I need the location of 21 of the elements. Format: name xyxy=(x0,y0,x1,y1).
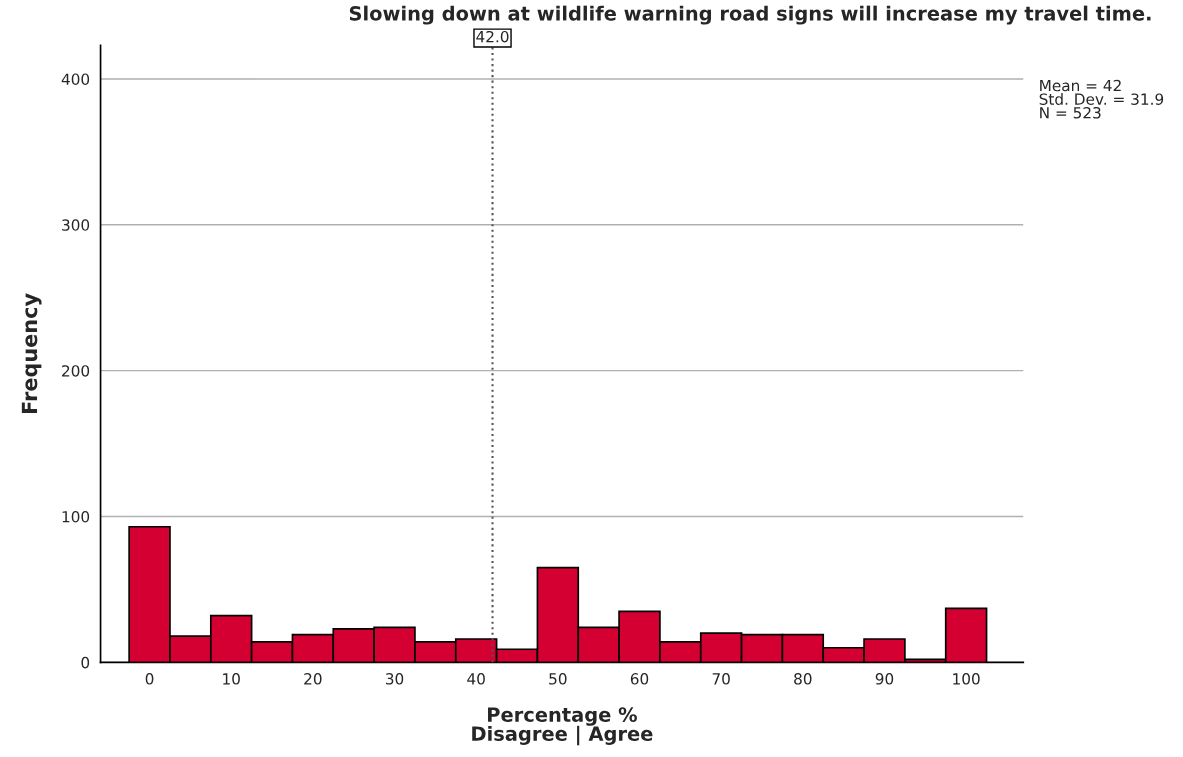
x-tick-label: 0 xyxy=(145,673,154,685)
x-axis-title: Percentage % Disagree | Agree xyxy=(472,707,653,746)
x-tick-label: 40 xyxy=(467,673,485,685)
y-tick-label: 0 xyxy=(81,656,90,669)
y-tick-label: 100 xyxy=(62,510,90,523)
y-tick-label: 200 xyxy=(62,365,90,377)
y-tick-label: 400 xyxy=(61,73,90,85)
x-tick-label: 20 xyxy=(304,673,322,685)
text: Mean = 42 Std. Dev. = 31.9 N = 523 xyxy=(1039,79,1164,119)
chart-title: Slowing down at wildlife warning road signs will increase my travel time. xyxy=(349,5,1151,25)
x-tick-label: 90 xyxy=(875,673,894,685)
y-tick-label: 300 xyxy=(62,219,90,231)
x-tick-label: 100 xyxy=(953,673,980,685)
y-axis-title: Frequency xyxy=(21,293,42,413)
x-tick-label: 80 xyxy=(794,673,812,685)
x-tick-label: 70 xyxy=(712,673,730,685)
x-tick-label: 50 xyxy=(549,673,567,685)
x-tick-label: 60 xyxy=(630,673,649,685)
x-tick-label: 10 xyxy=(223,673,240,685)
ref-line-label: 42.0 xyxy=(476,30,509,43)
x-tick-label: 30 xyxy=(385,673,404,685)
